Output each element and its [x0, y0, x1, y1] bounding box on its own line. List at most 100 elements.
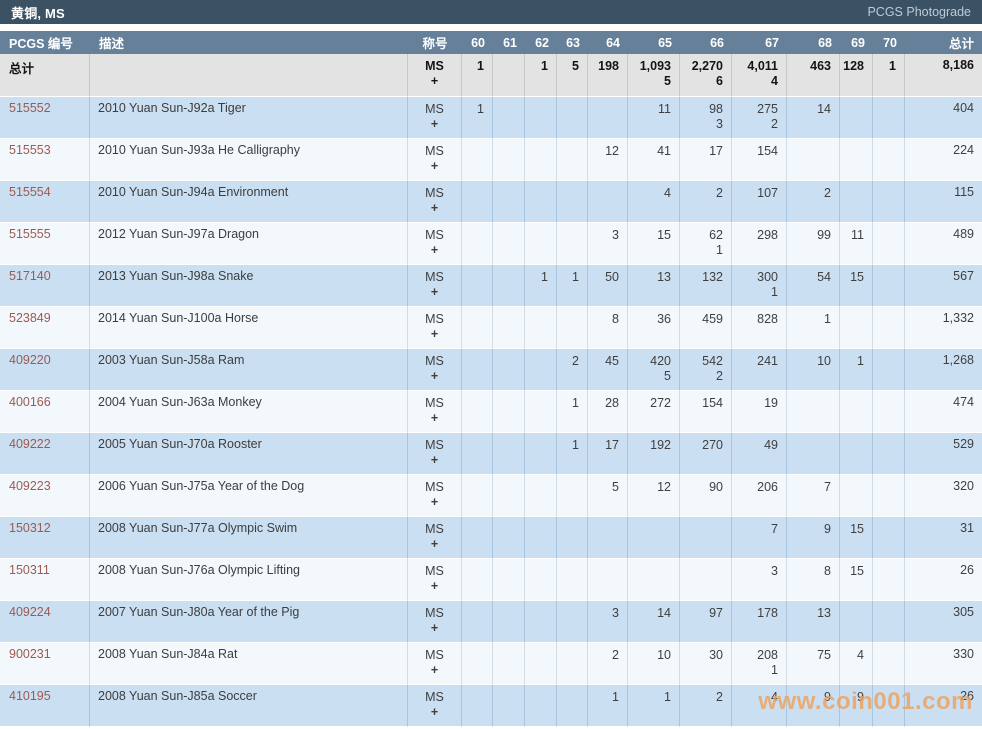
grade-count	[588, 521, 619, 537]
grade-plus-count	[628, 411, 671, 426]
grade-plus-count	[462, 159, 484, 174]
grade-count	[557, 521, 579, 537]
grade-count	[493, 647, 516, 663]
pcgs-number-link[interactable]: 409222	[0, 433, 90, 475]
grade-count	[628, 563, 671, 579]
pcgs-number-link[interactable]: 517140	[0, 265, 90, 307]
designation-ms: MS	[425, 354, 444, 368]
grade-plus-count	[588, 285, 619, 300]
grade-count: 12	[657, 480, 671, 494]
grade-67-cell: 107	[732, 181, 787, 223]
grade-plus-count	[787, 621, 831, 636]
pcgs-number-link[interactable]: 523849	[0, 307, 90, 349]
grade-count	[588, 563, 619, 579]
grade-65-cell: 1	[628, 685, 680, 727]
grade-60-cell	[462, 601, 493, 643]
pcgs-number-link[interactable]: 410195	[0, 685, 90, 727]
table-row-523849: 523849 2014 Yuan Sun-J100a Horse MS + 8 …	[0, 307, 982, 349]
pcgs-number-link[interactable]: 150312	[0, 517, 90, 559]
grade-count	[557, 563, 579, 579]
pcgs-number-link[interactable]: 150311	[0, 559, 90, 601]
grade-62-cell	[525, 139, 557, 181]
grade-count	[787, 143, 831, 159]
grade-plus-count	[787, 369, 831, 384]
pcgs-number-link[interactable]: 400166	[0, 391, 90, 433]
grade-68-cell: 10	[787, 349, 840, 391]
grade-count	[840, 143, 864, 159]
grade-plus-count	[732, 369, 778, 384]
designation-ms: MS	[425, 102, 444, 116]
grade-plus-count	[787, 285, 831, 300]
pcgs-number-link[interactable]: 409224	[0, 601, 90, 643]
grade-69-cell	[840, 391, 873, 433]
grade-plus-count	[557, 663, 579, 678]
grade-count	[462, 269, 484, 285]
grade-plus-count	[732, 411, 778, 426]
designation-cell: MS +	[408, 97, 462, 139]
grade-plus-count	[873, 663, 896, 678]
grade-plus-count	[628, 201, 671, 216]
grade-count: 30	[709, 648, 723, 662]
grade-61-cell	[493, 349, 525, 391]
page-title: 黄铜, MS	[11, 5, 65, 21]
grade-66-cell: 2,270 6	[680, 54, 732, 97]
pcgs-number-link[interactable]: 515552	[0, 97, 90, 139]
pcgs-number-link[interactable]: 515555	[0, 223, 90, 265]
grade-64-cell: 12	[588, 139, 628, 181]
grade-plus-count	[680, 453, 723, 468]
grade-count	[557, 605, 579, 621]
designation-plus: +	[430, 243, 439, 257]
grade-count: 98	[709, 102, 723, 116]
grade-plus-count	[493, 663, 516, 678]
grade-68-cell: 54	[787, 265, 840, 307]
grade-68-cell	[787, 433, 840, 475]
grade-63-cell: 2	[557, 349, 588, 391]
grade-count: 128	[843, 59, 864, 73]
photograde-link[interactable]: PCGS Photograde	[867, 5, 971, 19]
grade-count	[493, 311, 516, 327]
designation-ms: MS	[425, 438, 444, 452]
grade-70-cell	[873, 559, 905, 601]
grade-plus-count	[787, 537, 831, 552]
designation-ms: MS	[425, 690, 444, 704]
column-header-pcgs-number: PCGS 编号	[0, 31, 90, 54]
grade-63-cell	[557, 307, 588, 349]
designation-cell: MS +	[408, 349, 462, 391]
grade-61-cell	[493, 307, 525, 349]
grade-plus-count	[525, 201, 548, 216]
grade-count: 97	[709, 606, 723, 620]
grade-plus-count	[462, 453, 484, 468]
row-total: 26	[905, 685, 982, 727]
table-row-409222: 409222 2005 Yuan Sun-J70a Rooster MS + 1…	[0, 433, 982, 475]
grade-count: 107	[757, 186, 778, 200]
grade-count: 2,270	[691, 59, 723, 73]
pcgs-number-link[interactable]: 409223	[0, 475, 90, 517]
column-header-grade-62: 62	[525, 31, 557, 54]
designation-plus: +	[430, 74, 439, 88]
grade-65-cell: 420 5	[628, 349, 680, 391]
grade-plus-count	[525, 663, 548, 678]
grade-count: 1	[664, 690, 671, 704]
coin-description: 2005 Yuan Sun-J70a Rooster	[90, 433, 408, 475]
grade-count	[873, 563, 896, 579]
pcgs-number-link[interactable]: 515554	[0, 181, 90, 223]
grade-plus-count: 2	[716, 369, 723, 383]
pcgs-number-link[interactable]: 515553	[0, 139, 90, 181]
grade-count	[873, 311, 896, 327]
grade-70-cell	[873, 517, 905, 559]
grade-count	[525, 227, 548, 243]
grade-68-cell: 13	[787, 601, 840, 643]
grade-63-cell	[557, 139, 588, 181]
table-row-410195: 410195 2008 Yuan Sun-J85a Soccer MS + 1 …	[0, 685, 982, 727]
row-total: 529	[905, 433, 982, 475]
pcgs-number-link[interactable]: 900231	[0, 643, 90, 685]
grade-plus-count	[525, 453, 548, 468]
grade-68-cell: 75	[787, 643, 840, 685]
grade-count	[462, 437, 484, 453]
designation-ms: MS	[425, 144, 444, 158]
grade-count: 1	[824, 312, 831, 326]
grade-plus-count	[462, 369, 484, 384]
pcgs-number-link[interactable]: 409220	[0, 349, 90, 391]
grade-plus-count	[588, 537, 619, 552]
grade-64-cell	[588, 559, 628, 601]
